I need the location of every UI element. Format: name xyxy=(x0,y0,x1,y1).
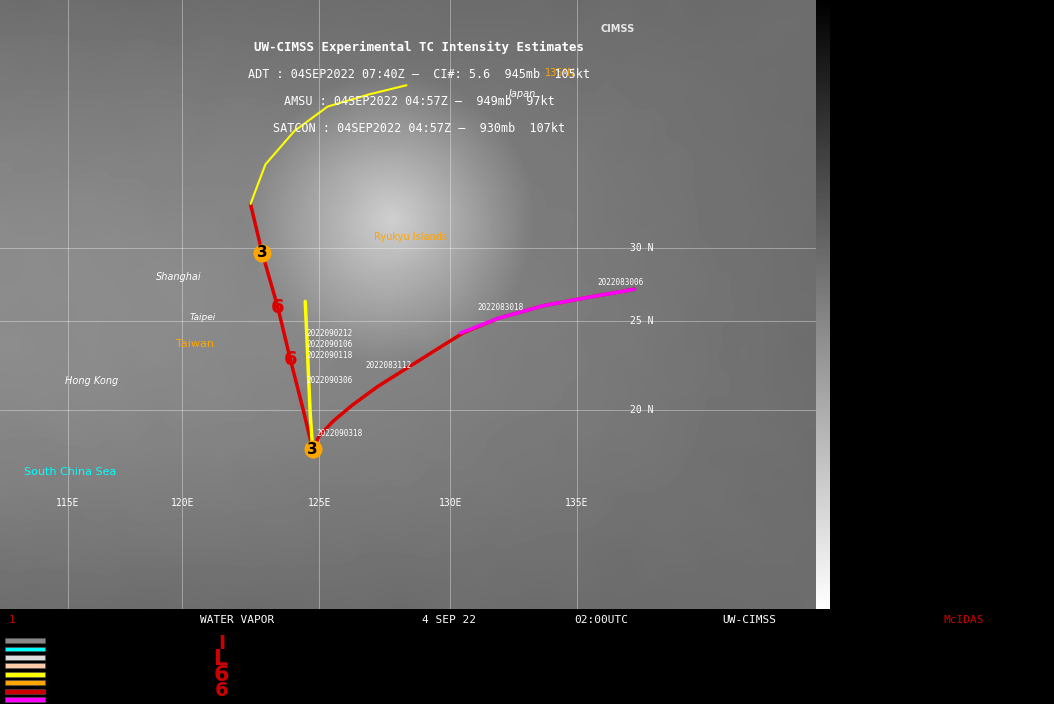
Text: -55: -55 xyxy=(835,154,851,163)
Text: 04SEP2022/06:00UTC   (source:JTWC): 04SEP2022/06:00UTC (source:JTWC) xyxy=(841,380,1040,390)
Text: UW-CIMSS: UW-CIMSS xyxy=(722,615,776,625)
Text: - Invest Area: - Invest Area xyxy=(269,638,356,648)
Text: UW-CIMSS Experimental TC Intensity Estimates: UW-CIMSS Experimental TC Intensity Estim… xyxy=(254,41,584,54)
Text: Ryukyu Islands: Ryukyu Islands xyxy=(374,232,447,242)
Text: 130E: 130E xyxy=(438,498,462,508)
Text: - Hurricane/Typhoon: - Hurricane/Typhoon xyxy=(269,686,397,696)
Text: 2022083006: 2022083006 xyxy=(598,278,644,287)
FancyBboxPatch shape xyxy=(5,638,45,643)
Text: - Water Vapor Image: - Water Vapor Image xyxy=(841,90,969,100)
Text: Category 2: Category 2 xyxy=(55,670,109,679)
Text: Shanghai: Shanghai xyxy=(156,272,201,282)
Text: 135E: 135E xyxy=(565,498,588,508)
Text: -35: -35 xyxy=(835,339,851,348)
Text: Category 1: Category 1 xyxy=(55,661,109,670)
Text: 4 SEP 22: 4 SEP 22 xyxy=(422,615,475,625)
Text: SATCON : 04SEP2022 04:57Z –  930mb  107kt: SATCON : 04SEP2022 04:57Z – 930mb 107kt xyxy=(273,122,565,135)
Text: - Labels: - Labels xyxy=(841,550,895,560)
Text: 2022083112: 2022083112 xyxy=(365,361,411,370)
Text: 3: 3 xyxy=(308,442,318,457)
Text: 2022090306: 2022090306 xyxy=(307,376,353,385)
Text: - Official TCFC Forecast: - Official TCFC Forecast xyxy=(841,420,1002,429)
Text: 125E: 125E xyxy=(308,498,331,508)
Text: AMSU : 04SEP2022 04:57Z –  949mb  97kt: AMSU : 04SEP2022 04:57Z – 949mb 97kt xyxy=(284,95,554,108)
Text: I: I xyxy=(218,634,225,653)
Text: 120E: 120E xyxy=(171,498,194,508)
Text: 3: 3 xyxy=(257,245,268,260)
Text: Taipei: Taipei xyxy=(190,313,216,322)
Text: 6: 6 xyxy=(271,298,285,317)
Text: 2022090212: 2022090212 xyxy=(307,329,353,338)
Text: Category 4: Category 4 xyxy=(55,686,109,696)
Text: - Tropical Storm: - Tropical Storm xyxy=(269,670,376,680)
FancyBboxPatch shape xyxy=(5,698,45,703)
Text: Category 3: Category 3 xyxy=(55,678,109,687)
Text: 2022090106: 2022090106 xyxy=(307,340,353,349)
Text: -65: -65 xyxy=(835,63,851,72)
Text: 115E: 115E xyxy=(56,498,80,508)
Text: Hong Kong: Hong Kong xyxy=(64,376,118,386)
Text: Legend: Legend xyxy=(909,18,951,31)
Text: WATER VAPOR: WATER VAPOR xyxy=(200,615,274,625)
Text: 20220904/073000UTC: 20220904/073000UTC xyxy=(841,135,953,145)
Text: 2022090118: 2022090118 xyxy=(307,351,353,360)
Text: South China Sea: South China Sea xyxy=(24,467,117,477)
FancyBboxPatch shape xyxy=(5,672,45,677)
Text: L: L xyxy=(214,649,229,669)
FancyBboxPatch shape xyxy=(5,646,45,651)
FancyBboxPatch shape xyxy=(5,681,45,686)
Text: 2022083018: 2022083018 xyxy=(477,303,523,312)
Text: Tropical Depr: Tropical Depr xyxy=(55,644,124,653)
Text: McIDAS: McIDAS xyxy=(943,615,983,625)
Text: degC: degC xyxy=(835,565,856,574)
Text: - Tropical Depression: - Tropical Depression xyxy=(269,654,410,664)
Text: 02:00UTC: 02:00UTC xyxy=(574,615,628,625)
FancyBboxPatch shape xyxy=(5,689,45,694)
Text: 6: 6 xyxy=(215,681,228,700)
Text: - Working Best Track: - Working Best Track xyxy=(841,292,976,302)
Text: 20 N: 20 N xyxy=(630,405,653,415)
Text: 1: 1 xyxy=(8,615,15,625)
Text: 2022090318: 2022090318 xyxy=(317,429,364,438)
Text: -20: -20 xyxy=(835,437,851,446)
Text: - Latitude/Longitude: - Latitude/Longitude xyxy=(841,247,976,257)
Text: Category 5: Category 5 xyxy=(55,695,109,704)
Text: 30 N: 30 N xyxy=(630,244,653,253)
Text: 25 N: 25 N xyxy=(630,316,653,326)
Text: 04SEP2022/06:00UTC  (source:JTWC): 04SEP2022/06:00UTC (source:JTWC) xyxy=(841,465,1035,474)
Text: 6: 6 xyxy=(284,350,297,369)
Text: 6: 6 xyxy=(214,665,229,685)
FancyBboxPatch shape xyxy=(5,655,45,660)
Text: 135°N: 135°N xyxy=(545,68,575,78)
Text: Tropical Strm: Tropical Strm xyxy=(55,653,124,662)
Text: - Political Boundaries: - Political Boundaries xyxy=(841,202,990,212)
Text: ADT : 04SEP2022 07:40Z –  CI#: 5.6  945mb  105kt: ADT : 04SEP2022 07:40Z – CI#: 5.6 945mb … xyxy=(248,68,590,81)
Text: Japan: Japan xyxy=(509,89,536,99)
FancyBboxPatch shape xyxy=(5,663,45,668)
Text: -45: -45 xyxy=(835,260,851,270)
Text: - CIMSS Intensity Estimates: - CIMSS Intensity Estimates xyxy=(841,505,1023,515)
Text: Low/Wave: Low/Wave xyxy=(55,636,98,645)
Text: -10: -10 xyxy=(835,504,851,513)
Text: CIMSS: CIMSS xyxy=(601,25,636,34)
Text: (w/ category): (w/ category) xyxy=(300,696,376,704)
Text: Taiwan: Taiwan xyxy=(176,339,214,349)
Text: 28AUG2022/06:00UTC-: 28AUG2022/06:00UTC- xyxy=(841,337,959,347)
